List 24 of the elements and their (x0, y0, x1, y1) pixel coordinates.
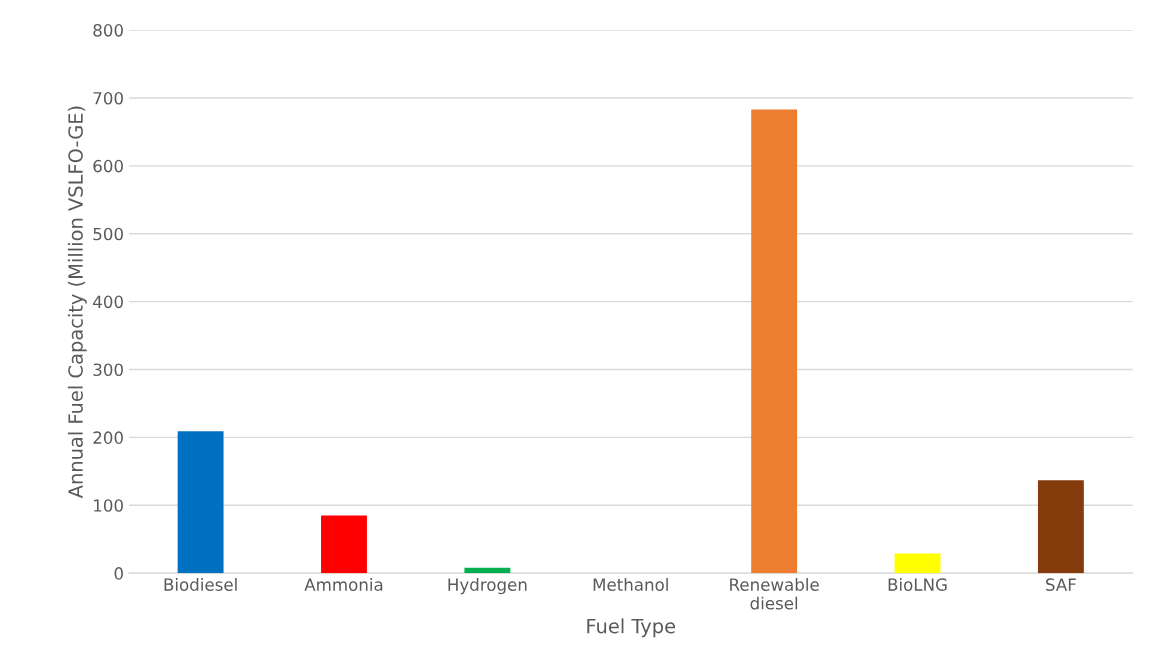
y-tick-label: 300 (93, 363, 123, 377)
bar (751, 109, 798, 574)
y-tick-label: 600 (93, 159, 123, 173)
y-tick-label: 700 (93, 91, 123, 105)
bar (464, 567, 511, 574)
bar (894, 553, 941, 574)
x-axis-title: Fuel Type (587, 618, 676, 638)
x-tick-label: SAF (1046, 578, 1076, 591)
x-tick-label: Methanol (593, 578, 668, 591)
y-tick-label: 0 (114, 567, 123, 580)
y-tick-label: 200 (93, 431, 123, 444)
y-tick-label: 100 (94, 499, 123, 512)
bar (321, 515, 367, 574)
bar (177, 431, 224, 574)
x-tick-label: Biodiesel (164, 578, 237, 591)
y-tick-label: 500 (93, 227, 123, 241)
x-tick-label: BioLNG (888, 578, 947, 591)
x-tick-label: Hydrogen (448, 578, 527, 595)
x-tick-label: Ammonia (304, 578, 383, 591)
x-tick-label: Renewable diesel (730, 578, 819, 610)
bar (1037, 480, 1084, 574)
y-axis-title: Annual Fuel Capacity (Million VSLFO-GE) (67, 106, 87, 499)
y-tick-label: 800 (93, 24, 123, 37)
y-tick-label: 400 (93, 295, 123, 309)
